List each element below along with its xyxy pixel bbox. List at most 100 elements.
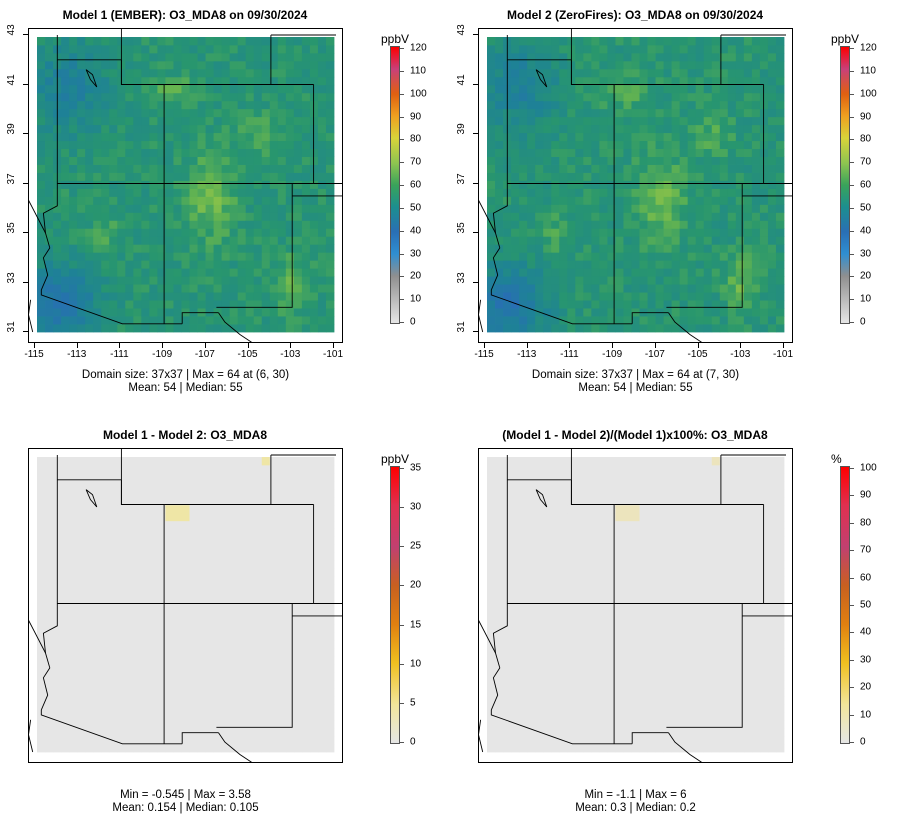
y-tick-label: 39 — [6, 123, 17, 135]
colorbar-tick — [400, 253, 404, 255]
colorbar-tick — [400, 276, 404, 278]
colorbar-label: 20 — [410, 270, 422, 282]
colorbar-label: 20 — [860, 270, 872, 282]
x-tick-label: -113 — [67, 349, 87, 360]
y-tick-mark — [23, 232, 28, 233]
panel-title: Model 1 - Model 2: O3_MDA8 — [102, 428, 268, 442]
colorbar-tick — [850, 93, 854, 95]
panel-model1: Model 1 (EMBER): O3_MDA8 on 09/30/2024 3… — [0, 0, 450, 420]
colorbar-tick — [400, 70, 404, 72]
x-tick-mark — [526, 343, 528, 348]
colorbar-unit: ppbV — [831, 32, 860, 46]
colorbar-label: 50 — [410, 202, 422, 214]
colorbar-label: 80 — [860, 517, 872, 529]
map-plot — [28, 448, 343, 763]
colorbar-label: 30 — [410, 501, 422, 513]
x-axis: -115 -113 -111 -109 -107 -105 -103 -101 — [24, 343, 344, 365]
x-tick-mark — [204, 343, 206, 348]
y-tick-mark — [473, 331, 478, 332]
colorbar-label: 60 — [410, 179, 422, 191]
colorbar — [840, 46, 850, 324]
colorbar — [390, 46, 400, 324]
x-tick-label: -103 — [280, 349, 301, 360]
x-tick-label: -105 — [237, 349, 258, 360]
y-tick-mark — [23, 331, 28, 332]
colorbar-label: 70 — [410, 156, 422, 168]
colorbar-tick — [850, 207, 854, 209]
y-tick-mark — [473, 232, 478, 233]
map-plot — [478, 448, 793, 763]
colorbar-tick — [850, 70, 854, 72]
colorbar-tick — [850, 139, 854, 141]
colorbar-unit: ppbV — [381, 32, 410, 46]
colorbar-label: 20 — [410, 579, 422, 591]
y-tick-label: 37 — [6, 172, 17, 184]
colorbar-tick — [850, 687, 854, 689]
colorbar-unit: ppbV — [381, 452, 410, 466]
panel-model2: Model 2 (ZeroFires): O3_MDA8 on 09/30/20… — [450, 0, 900, 420]
colorbar-label: 50 — [860, 202, 872, 214]
colorbar-tick — [850, 185, 854, 186]
panel-percent-difference: (Model 1 - Model 2)/(Model 1)x100%: O3_M… — [450, 420, 900, 840]
y-tick-label: 35 — [6, 222, 17, 234]
colorbar-label: 90 — [860, 489, 872, 501]
y-tick-label: 35 — [456, 222, 467, 234]
colorbar-tick — [850, 299, 854, 301]
y-tick-label: 41 — [6, 73, 17, 85]
colorbar-tick — [850, 116, 854, 118]
colorbar-tick — [400, 116, 404, 118]
y-axis: 31 33 35 37 39 41 43 — [450, 24, 478, 343]
colorbar — [390, 466, 400, 744]
colorbar-label: 40 — [410, 225, 422, 237]
x-tick-mark — [247, 343, 249, 348]
colorbar-label: 0 — [410, 316, 416, 328]
colorbar-label: 60 — [860, 572, 872, 584]
x-tick-label: -107 — [644, 349, 665, 360]
colorbar-label: 20 — [860, 681, 872, 693]
colorbar-label: 10 — [860, 293, 872, 305]
colorbar-label: 0 — [410, 736, 416, 748]
colorbar-label: 90 — [410, 111, 422, 122]
colorbar-tick — [400, 585, 404, 587]
x-tick-mark — [76, 343, 78, 348]
colorbar-tick — [850, 632, 854, 634]
colorbar-tick — [850, 605, 854, 606]
colorbar-tick — [400, 207, 404, 209]
y-tick-label: 33 — [456, 271, 467, 283]
colorbar-tick — [400, 507, 404, 509]
x-tick-label: -105 — [687, 349, 708, 360]
colorbar-label: 50 — [860, 599, 872, 611]
colorbar-label: 70 — [860, 544, 872, 556]
y-tick-mark — [473, 83, 478, 85]
y-tick-mark — [473, 281, 478, 283]
colorbar-label: 90 — [860, 111, 872, 122]
x-tick-mark — [654, 343, 656, 348]
colorbar-label: 100 — [860, 88, 877, 100]
map-plot — [28, 28, 343, 343]
stats-line-1: Domain size: 37x37 | Max = 64 at (7, 30) — [531, 369, 740, 381]
y-axis: 31 33 35 37 39 41 43 — [0, 24, 28, 343]
colorbar-label: 30 — [860, 248, 872, 259]
x-tick-label: -101 — [322, 349, 344, 360]
x-tick-label: -109 — [152, 349, 173, 360]
colorbar-tick — [850, 522, 854, 524]
colorbar-tick — [400, 139, 404, 141]
map-plot — [478, 28, 793, 343]
colorbar-tick — [850, 742, 854, 743]
colorbar-tick — [400, 93, 404, 95]
colorbar-tick — [400, 48, 404, 49]
x-tick-label: -115 — [24, 349, 44, 360]
x-tick-mark — [162, 343, 164, 348]
colorbar-tick — [400, 546, 404, 548]
stats-line-2: Mean: 0.3 | Median: 0.2 — [575, 802, 696, 814]
y-tick-mark — [473, 34, 478, 35]
panel-title: (Model 1 - Model 2)/(Model 1)x100%: O3_M… — [502, 428, 768, 442]
colorbar-tick — [850, 276, 854, 278]
x-axis: -115 -113 -111 -109 -107 -105 -103 -101 — [474, 343, 793, 365]
y-tick-label: 31 — [456, 321, 467, 333]
x-tick-label: -115 — [474, 349, 494, 360]
colorbar-label: 80 — [860, 133, 872, 145]
stats-line-2: Mean: 54 | Median: 55 — [128, 382, 243, 394]
colorbar-label: 10 — [860, 709, 872, 721]
x-tick-label: -103 — [730, 349, 751, 360]
